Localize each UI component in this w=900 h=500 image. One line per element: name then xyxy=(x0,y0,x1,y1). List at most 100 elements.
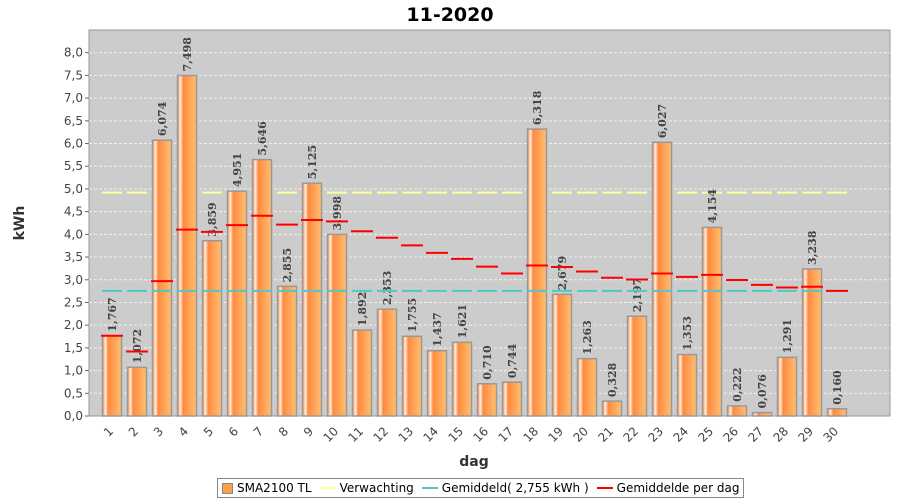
y-tick-label: 5,0 xyxy=(64,182,83,196)
legend: SMA2100 TL Verwachting Gemiddeld( 2,755 kW… xyxy=(217,478,745,498)
y-tick-label: 3,0 xyxy=(64,273,83,287)
bar xyxy=(626,315,648,417)
x-tick-label: 13 xyxy=(395,424,416,445)
bar-value-label: 5,125 xyxy=(306,145,319,179)
y-tick-label: 1,5 xyxy=(64,341,83,355)
bar-value-label: 0,710 xyxy=(481,345,494,380)
x-tick-label: 24 xyxy=(670,424,691,445)
bar-value-label: 1,437 xyxy=(431,312,444,346)
bar xyxy=(701,226,723,417)
bar xyxy=(226,190,248,417)
bar xyxy=(726,405,748,417)
x-tick-label: 26 xyxy=(720,424,741,445)
x-tick-label: 25 xyxy=(695,424,716,445)
y-tick-label: 1,0 xyxy=(64,364,83,378)
x-tick-label: 27 xyxy=(745,424,766,445)
bar xyxy=(826,407,848,417)
bar xyxy=(676,353,698,417)
bar-value-label: 3,998 xyxy=(331,196,344,231)
x-tick-label: 22 xyxy=(620,424,641,445)
bar xyxy=(451,341,473,417)
bar xyxy=(126,366,148,417)
bar-value-label: 1,892 xyxy=(356,292,369,326)
legend-line-swatch xyxy=(319,487,336,489)
x-tick-label: 14 xyxy=(420,424,441,445)
bar-value-label: 1,621 xyxy=(456,304,469,338)
legend-label: Verwachting xyxy=(339,481,414,495)
bar xyxy=(101,335,123,417)
bar-value-label: 1,291 xyxy=(781,319,794,353)
bar xyxy=(576,357,598,417)
chart-title: 11-2020 xyxy=(406,4,494,26)
bar xyxy=(426,349,448,417)
plot-background xyxy=(88,29,891,417)
bar xyxy=(326,233,348,417)
bar xyxy=(551,293,573,417)
bar-value-label: 6,027 xyxy=(656,104,669,138)
legend-item: Gemiddelde per dag xyxy=(596,481,740,495)
y-tick-label: 4,0 xyxy=(64,227,83,241)
bar xyxy=(476,383,498,417)
y-tick-label: 0,5 xyxy=(64,386,83,400)
bar xyxy=(151,139,173,417)
x-tick-label: 28 xyxy=(770,424,791,445)
x-tick-label: 21 xyxy=(595,424,616,445)
legend-line-swatch xyxy=(421,487,438,489)
bar xyxy=(351,329,373,417)
bar xyxy=(651,141,673,417)
bar-value-label: 1,767 xyxy=(106,297,119,331)
legend-item: Gemiddeld( 2,755 kWh ) xyxy=(421,481,589,495)
bar-value-label: 2,197 xyxy=(631,278,644,312)
bar xyxy=(801,268,823,417)
bar xyxy=(201,240,223,417)
x-tick-label: 18 xyxy=(520,424,541,445)
x-tick-label: 10 xyxy=(320,424,341,445)
bar xyxy=(501,381,523,417)
bar xyxy=(251,158,273,417)
x-tick-label: 5 xyxy=(201,424,216,439)
y-tick-label: 6,5 xyxy=(64,114,83,128)
bar-value-label: 0,744 xyxy=(506,343,519,378)
bar-value-label: 6,074 xyxy=(156,101,169,136)
bar-value-label: 3,859 xyxy=(206,202,219,236)
legend-line-swatch xyxy=(596,487,613,489)
legend-item: Verwachting xyxy=(319,481,414,495)
x-tick-label: 7 xyxy=(251,424,266,439)
bar-value-label: 1,072 xyxy=(131,329,144,363)
y-axis-label: kWh xyxy=(12,206,28,241)
bar-value-label: 4,154 xyxy=(706,189,719,224)
y-tick-label: 2,0 xyxy=(64,318,83,332)
bar-value-label: 0,076 xyxy=(756,374,769,409)
x-tick-label: 4 xyxy=(176,424,191,439)
x-tick-label: 19 xyxy=(545,424,566,445)
bar-value-label: 2,353 xyxy=(381,271,394,305)
y-tick-label: 7,0 xyxy=(64,91,83,105)
bar-value-label: 4,951 xyxy=(231,153,244,187)
bar xyxy=(526,128,548,417)
bar xyxy=(301,182,323,417)
bar-value-label: 3,238 xyxy=(806,230,819,265)
x-tick-label: 11 xyxy=(345,424,366,445)
legend-label: Gemiddeld( 2,755 kWh ) xyxy=(441,481,589,495)
bar xyxy=(176,74,198,417)
y-tick-label: 7,5 xyxy=(64,68,83,82)
bar-value-label: 7,498 xyxy=(181,37,194,72)
legend-label: SMA2100 TL xyxy=(237,481,312,495)
x-tick-label: 9 xyxy=(301,424,316,439)
y-tick-label: 8,0 xyxy=(64,46,83,60)
bar-value-label: 1,263 xyxy=(581,320,594,354)
x-tick-label: 17 xyxy=(495,424,516,445)
y-tick-label: 2,5 xyxy=(64,295,83,309)
x-tick-label: 20 xyxy=(570,424,591,445)
bar-value-label: 0,222 xyxy=(731,367,744,401)
legend-label: Gemiddelde per dag xyxy=(616,481,740,495)
bar xyxy=(776,356,798,417)
x-tick-label: 6 xyxy=(226,424,241,439)
bar-value-label: 2,679 xyxy=(556,256,569,290)
bar-value-label: 5,646 xyxy=(256,121,269,156)
legend-item: SMA2100 TL xyxy=(222,481,312,495)
bar xyxy=(401,335,423,417)
x-tick-label: 15 xyxy=(445,424,466,445)
bar xyxy=(376,308,398,417)
